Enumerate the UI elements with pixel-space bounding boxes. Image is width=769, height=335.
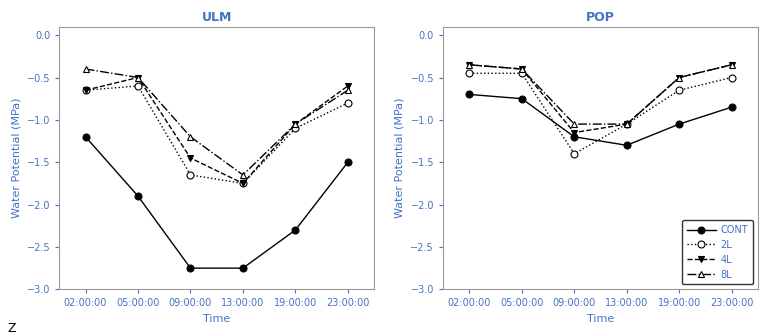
8L [674, 75, 684, 79]
4L [727, 63, 736, 67]
8L [133, 75, 142, 79]
8L [343, 88, 352, 92]
CONT [518, 97, 527, 101]
Line: 4L: 4L [82, 74, 351, 187]
2L [518, 71, 527, 75]
2L [343, 101, 352, 105]
4L [622, 122, 631, 126]
CONT [186, 266, 195, 270]
Y-axis label: Water Potential (MPa): Water Potential (MPa) [11, 98, 21, 218]
CONT [291, 228, 300, 232]
Title: ULM: ULM [201, 11, 232, 24]
CONT [343, 160, 352, 164]
2L [291, 126, 300, 130]
8L [238, 173, 248, 177]
8L [81, 67, 90, 71]
2L [464, 71, 474, 75]
2L [133, 84, 142, 88]
CONT [238, 266, 248, 270]
Line: 2L: 2L [466, 70, 735, 157]
2L [674, 88, 684, 92]
Legend: CONT, 2L, 4L, 8L: CONT, 2L, 4L, 8L [681, 220, 753, 284]
Line: CONT: CONT [466, 91, 735, 149]
4L [464, 63, 474, 67]
CONT [727, 105, 736, 109]
X-axis label: Time: Time [587, 314, 614, 324]
8L [186, 135, 195, 139]
2L [81, 88, 90, 92]
Line: 8L: 8L [82, 66, 351, 179]
Text: Z: Z [8, 322, 16, 335]
8L [570, 122, 579, 126]
4L [133, 75, 142, 79]
2L [622, 122, 631, 126]
4L [291, 122, 300, 126]
CONT [622, 143, 631, 147]
2L [570, 152, 579, 156]
4L [81, 88, 90, 92]
8L [727, 63, 736, 67]
4L [674, 75, 684, 79]
4L [518, 67, 527, 71]
CONT [81, 135, 90, 139]
4L [238, 181, 248, 185]
Line: 4L: 4L [466, 61, 735, 136]
Y-axis label: Water Potential (MPa): Water Potential (MPa) [395, 98, 405, 218]
8L [622, 122, 631, 126]
Line: 8L: 8L [466, 61, 735, 128]
2L [727, 75, 736, 79]
CONT [133, 194, 142, 198]
2L [186, 173, 195, 177]
8L [464, 63, 474, 67]
CONT [674, 122, 684, 126]
Line: CONT: CONT [82, 133, 351, 272]
8L [291, 122, 300, 126]
X-axis label: Time: Time [203, 314, 231, 324]
CONT [464, 92, 474, 96]
4L [343, 84, 352, 88]
4L [186, 156, 195, 160]
4L [570, 131, 579, 135]
8L [518, 67, 527, 71]
Line: 2L: 2L [82, 82, 351, 187]
2L [238, 181, 248, 185]
Title: POP: POP [586, 11, 615, 24]
CONT [570, 135, 579, 139]
